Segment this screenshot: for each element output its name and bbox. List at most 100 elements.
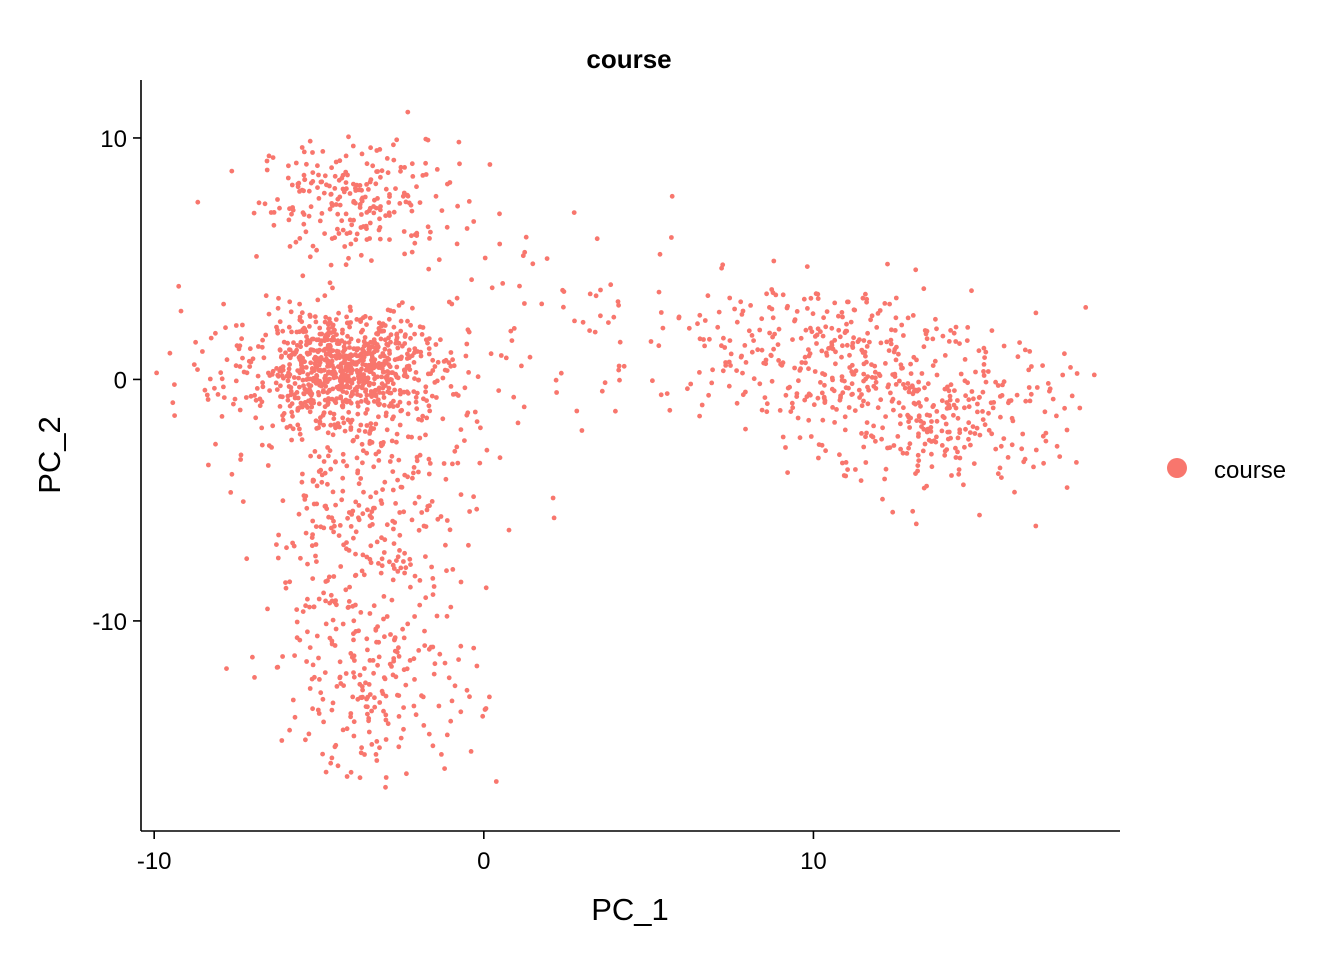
data-point [995, 471, 1001, 477]
data-point [307, 351, 312, 356]
data-point [769, 378, 775, 384]
data-point [426, 471, 432, 477]
data-point [866, 387, 871, 393]
data-point [822, 398, 828, 404]
data-point [873, 379, 879, 385]
data-point [291, 543, 297, 549]
data-point [464, 341, 470, 347]
data-point [205, 397, 211, 402]
data-point [338, 395, 344, 401]
data-point [200, 349, 205, 354]
data-point [931, 438, 937, 444]
data-point [539, 301, 545, 307]
data-point [963, 426, 968, 432]
data-point [769, 287, 775, 292]
data-point [397, 388, 403, 393]
data-point [474, 419, 480, 424]
data-point [364, 423, 370, 428]
data-point [1001, 379, 1007, 385]
data-point [397, 399, 403, 405]
data-point [351, 535, 356, 541]
data-point [403, 332, 408, 338]
data-point [300, 471, 305, 477]
data-point [346, 548, 352, 553]
data-point [383, 717, 389, 723]
data-point [811, 402, 817, 408]
data-point [329, 515, 335, 521]
data-point [773, 292, 779, 298]
data-point [358, 750, 364, 756]
data-point [244, 556, 250, 562]
data-point [806, 347, 811, 352]
data-point [456, 139, 462, 145]
data-point [417, 435, 423, 441]
data-point [233, 378, 239, 384]
data-point [238, 452, 244, 458]
data-point [395, 345, 401, 351]
data-point [259, 442, 265, 448]
data-point [395, 554, 401, 560]
data-point [376, 458, 382, 463]
data-point [397, 510, 403, 515]
data-point [869, 433, 874, 439]
data-point [376, 414, 381, 420]
data-point [709, 380, 715, 386]
data-point [702, 318, 708, 323]
data-point [919, 371, 925, 376]
data-point [833, 361, 838, 367]
data-point [318, 179, 324, 185]
data-point [761, 360, 767, 366]
data-point [233, 363, 239, 369]
data-point [424, 415, 430, 421]
data-point [454, 295, 460, 301]
data-point [318, 381, 324, 387]
data-point [474, 663, 480, 669]
data-point [840, 460, 845, 466]
data-point [376, 326, 382, 331]
data-point [953, 455, 959, 460]
data-point [408, 562, 413, 567]
data-point [893, 315, 899, 321]
data-point [402, 550, 407, 556]
data-point [404, 365, 410, 371]
data-point [464, 226, 470, 231]
data-point [348, 241, 354, 247]
data-point [819, 442, 825, 448]
data-point [448, 718, 454, 724]
data-point [407, 556, 413, 562]
data-point [845, 467, 850, 472]
data-point [350, 143, 356, 149]
data-point [413, 395, 419, 400]
data-point [751, 338, 756, 343]
data-point [339, 218, 345, 224]
data-point [864, 344, 870, 349]
data-point [406, 400, 412, 406]
data-point [883, 466, 889, 472]
data-point [478, 425, 483, 431]
data-point [401, 389, 407, 395]
data-point [358, 329, 364, 335]
data-point [720, 368, 726, 374]
data-point [883, 361, 888, 366]
data-point [821, 394, 827, 400]
data-point [416, 648, 422, 653]
data-point [981, 345, 987, 351]
data-point [170, 400, 176, 406]
data-point [864, 359, 869, 365]
data-point [347, 304, 353, 310]
data-point [344, 186, 349, 192]
data-point [263, 332, 269, 338]
data-point [892, 346, 898, 352]
data-point [743, 426, 748, 432]
data-point [312, 449, 318, 454]
data-point [1026, 367, 1032, 373]
data-point [913, 267, 919, 273]
data-point [316, 425, 321, 431]
data-point [395, 356, 401, 362]
data-point [353, 237, 359, 243]
data-point [429, 499, 435, 504]
data-point [374, 639, 379, 645]
data-point [981, 362, 987, 367]
data-point [402, 472, 408, 478]
data-point [849, 381, 855, 387]
